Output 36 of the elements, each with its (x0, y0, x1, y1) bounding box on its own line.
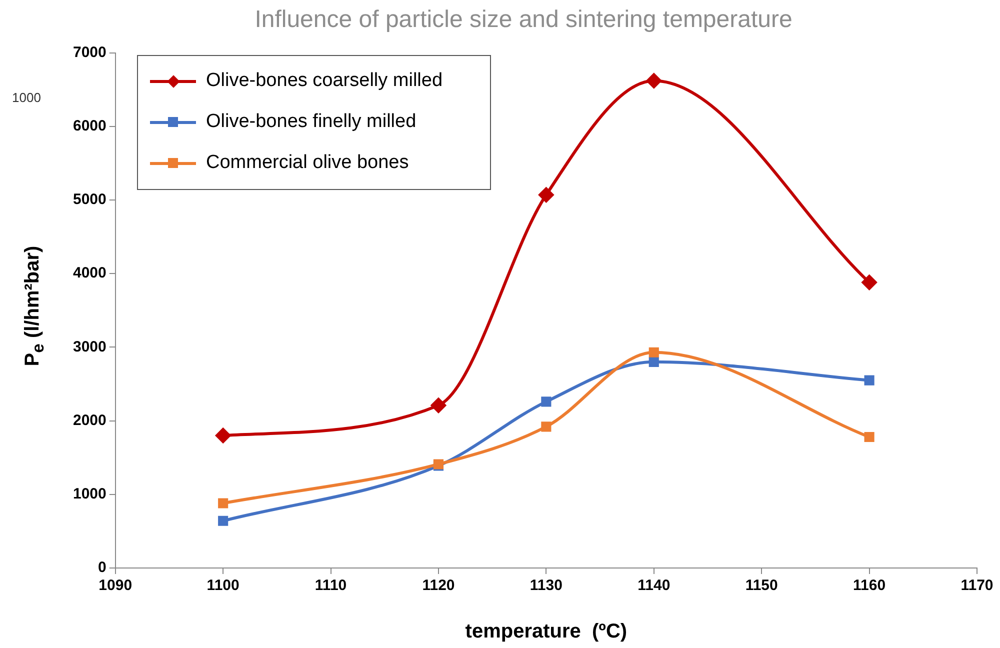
x-axis-title: temperature (ºC) (465, 620, 628, 643)
y-tick-label: 7000 (72, 44, 106, 61)
point (864, 432, 874, 442)
point (864, 375, 874, 386)
point (648, 356, 659, 367)
point (648, 347, 659, 358)
y-tick-label: 2000 (72, 412, 106, 429)
legend-label: Commercial olive bones (206, 152, 409, 174)
x-tick-label: 1100 (206, 577, 240, 594)
x-tick-label: 1140 (638, 577, 670, 594)
y-tick-label: 1000 (72, 486, 106, 503)
x-tick-label: 1170 (960, 577, 994, 594)
chart-title: Influence of particle size and sintering temperature (254, 6, 792, 34)
point (541, 396, 552, 407)
point (646, 73, 662, 88)
y-tick-label: 0 (98, 559, 106, 576)
point (216, 428, 231, 444)
x-tick-label: 1130 (530, 577, 562, 594)
x-tick-label: 1110 (314, 577, 347, 594)
x-tick-label: 1160 (853, 577, 886, 594)
point (862, 274, 877, 290)
point (538, 187, 554, 202)
point (218, 516, 228, 526)
y-tick-label: 4000 (72, 264, 106, 282)
y-tick-label: 3000 (72, 338, 106, 356)
y-tick-label: 6000 (72, 118, 106, 135)
y-tick-label: 5000 (72, 191, 106, 208)
x-tick-label: 1090 (98, 577, 132, 594)
x-tick-label: 1120 (422, 577, 455, 594)
x-tick-label: 1150 (745, 577, 778, 594)
point (218, 498, 228, 508)
legend-label: Olive-bones coarselly milled (206, 70, 443, 92)
point (430, 398, 446, 413)
text: 1000 (12, 90, 41, 105)
legend-label: Olive-bones finelly milled (206, 110, 416, 132)
point (541, 422, 552, 432)
